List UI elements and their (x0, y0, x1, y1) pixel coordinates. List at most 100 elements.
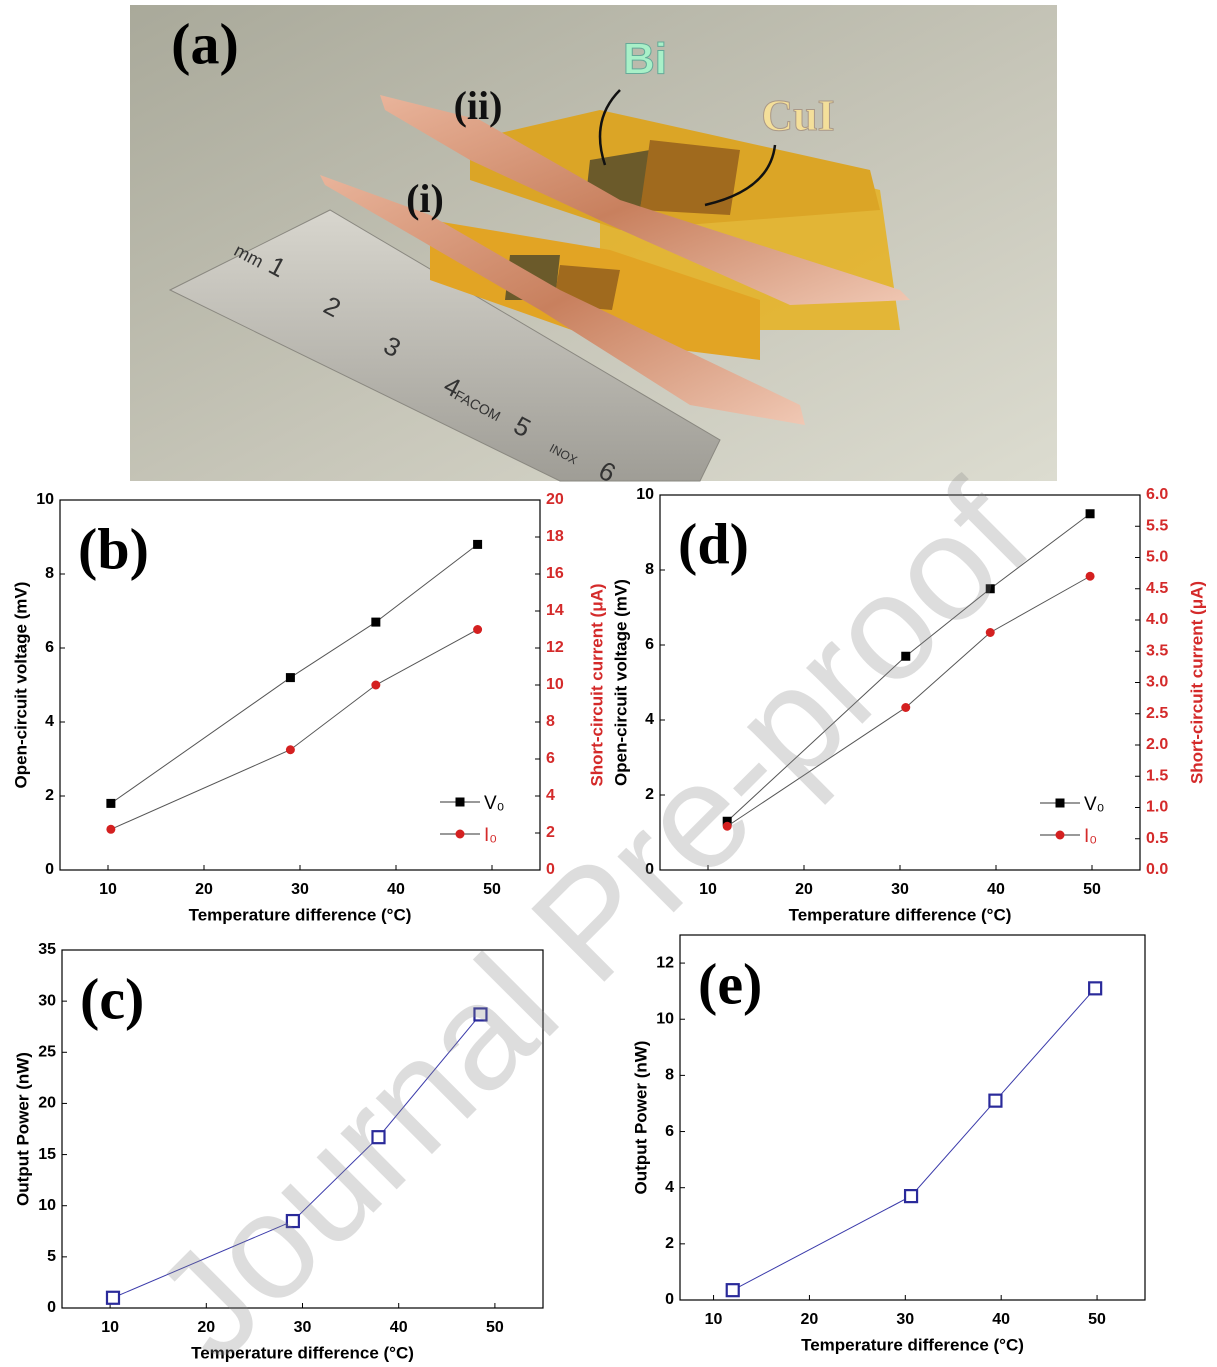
cui-film-ii (640, 140, 740, 215)
y2-tick-label: 12 (546, 639, 564, 656)
y-tick-label: 0 (47, 1299, 56, 1316)
y2-tick-label: 10 (546, 676, 564, 693)
legend-label: I₀ (484, 825, 497, 846)
x-axis-label: Temperature difference (°C) (801, 1335, 1024, 1354)
y2-tick-label: 5.5 (1146, 517, 1168, 534)
marker (286, 673, 295, 682)
x-tick-label: 10 (99, 881, 117, 898)
marker (905, 1190, 917, 1202)
x-tick-label: 50 (1083, 881, 1101, 898)
y-tick-label: 25 (38, 1044, 56, 1061)
legend-label: V₀ (484, 793, 505, 814)
y-tick-label: 4 (645, 711, 654, 728)
y2-tick-label: 14 (546, 602, 564, 619)
panel-label: (d) (678, 511, 749, 576)
series-line (733, 988, 1095, 1290)
marker (1086, 572, 1095, 581)
annotation: Bi (623, 35, 667, 84)
marker (106, 825, 115, 834)
y-tick-label: 0 (45, 861, 54, 878)
legend-label: I₀ (1084, 826, 1097, 847)
x-tick-label: 20 (795, 881, 813, 898)
y2-tick-label: 4.5 (1146, 580, 1168, 597)
y2-tick-label: 0.0 (1146, 861, 1168, 878)
panel-label: (e) (698, 951, 762, 1016)
page: (a) Bi CuI (ii) (i) mm 1 2 3 4 5 6 FACOM… (0, 0, 1217, 1367)
y2-tick-label: 6 (546, 750, 555, 767)
photo: (a) Bi CuI (ii) (i) mm 1 2 3 4 5 6 FACOM… (130, 5, 1057, 488)
marker (473, 625, 482, 634)
annotation: (ii) (454, 83, 503, 128)
y-tick-label: 8 (665, 1067, 674, 1084)
marker (727, 1284, 739, 1296)
y-tick-label: 0 (665, 1291, 674, 1308)
y-axis-label: Output Power (nW) (631, 1041, 650, 1195)
x-tick-label: 20 (195, 881, 213, 898)
legend-marker (1056, 799, 1065, 808)
y2-tick-label: 2.5 (1146, 705, 1168, 722)
y2-tick-label: 3.5 (1146, 642, 1168, 659)
y-axis-label: Open-circuit voltage (mV) (611, 579, 630, 786)
marker (371, 681, 380, 690)
y-tick-label: 10 (656, 1010, 674, 1027)
x-tick-label: 30 (891, 881, 909, 898)
y2-tick-label: 4 (546, 787, 555, 804)
x-tick-label: 40 (387, 881, 405, 898)
marker (107, 1292, 119, 1304)
y-tick-label: 10 (36, 491, 54, 508)
y2-tick-label: 1.5 (1146, 767, 1168, 784)
y2-tick-label: 3.0 (1146, 674, 1168, 691)
y2-axis-label: Short-circuit current (μA) (587, 583, 606, 786)
x-tick-label: 10 (101, 1319, 119, 1336)
marker (286, 745, 295, 754)
y-tick-label: 15 (38, 1146, 56, 1163)
y-tick-label: 10 (636, 486, 654, 503)
legend-label: V₀ (1084, 794, 1105, 815)
marker (473, 540, 482, 549)
x-tick-label: 40 (987, 881, 1005, 898)
annotation: CuI (761, 91, 834, 140)
y2-tick-label: 8 (546, 713, 555, 730)
series-line (111, 630, 478, 830)
y-tick-label: 4 (665, 1179, 674, 1196)
panel-label: (b) (78, 516, 149, 581)
x-tick-label: 50 (486, 1319, 504, 1336)
y-axis-label: Open-circuit voltage (mV) (11, 582, 30, 789)
y-tick-label: 30 (38, 992, 56, 1009)
y2-tick-label: 5.0 (1146, 549, 1168, 566)
y2-tick-label: 4.0 (1146, 611, 1168, 628)
x-tick-label: 30 (896, 1311, 914, 1328)
y-tick-label: 6 (645, 636, 654, 653)
y-tick-label: 4 (45, 713, 54, 730)
annotation: (i) (406, 176, 444, 221)
panel-label: (a) (171, 11, 239, 76)
x-tick-label: 50 (1088, 1311, 1106, 1328)
y-tick-label: 6 (665, 1123, 674, 1140)
y-tick-label: 8 (45, 565, 54, 582)
y-tick-label: 35 (38, 941, 56, 958)
x-tick-label: 10 (705, 1311, 723, 1328)
y-tick-label: 10 (38, 1197, 56, 1214)
x-tick-label: 20 (801, 1311, 819, 1328)
y2-tick-label: 20 (546, 491, 564, 508)
x-axis-label: Temperature difference (°C) (189, 905, 412, 924)
y-tick-label: 20 (38, 1095, 56, 1112)
y-tick-label: 2 (665, 1235, 674, 1252)
y2-tick-label: 0.5 (1146, 830, 1168, 847)
x-tick-label: 40 (390, 1319, 408, 1336)
marker (1089, 982, 1101, 994)
marker (1086, 509, 1095, 518)
x-axis-label: Temperature difference (°C) (789, 905, 1012, 924)
marker (989, 1095, 1001, 1107)
y2-tick-label: 6.0 (1146, 486, 1168, 503)
y-tick-label: 5 (47, 1248, 56, 1265)
y-tick-label: 2 (45, 787, 54, 804)
y2-tick-label: 18 (546, 528, 564, 545)
panel-label: (c) (80, 966, 144, 1031)
legend-marker (456, 830, 465, 839)
y2-tick-label: 16 (546, 565, 564, 582)
figure: (a) Bi CuI (ii) (i) mm 1 2 3 4 5 6 FACOM… (0, 0, 1217, 1367)
y2-tick-label: 1.0 (1146, 799, 1168, 816)
